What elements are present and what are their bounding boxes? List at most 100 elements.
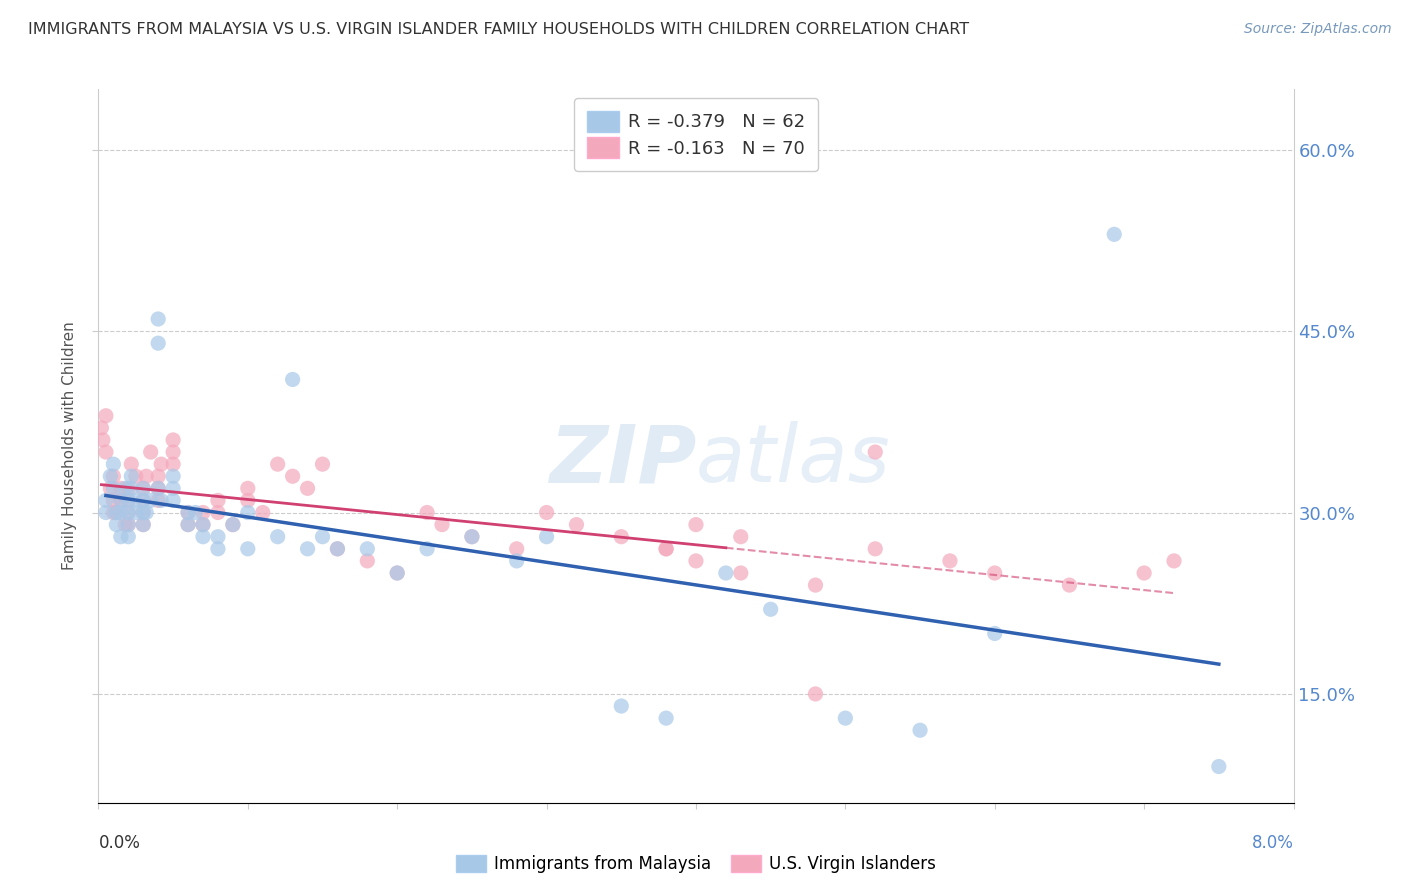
Point <box>120 457 142 471</box>
Point <box>98 469 122 483</box>
Point <box>222 517 245 532</box>
Point <box>177 506 200 520</box>
Point <box>759 602 782 616</box>
Point <box>461 530 484 544</box>
Point <box>120 469 142 483</box>
Point <box>117 530 139 544</box>
Point <box>110 530 132 544</box>
Point <box>267 457 290 471</box>
Point <box>105 506 128 520</box>
Point <box>939 554 962 568</box>
Point <box>117 493 139 508</box>
Point <box>655 541 678 556</box>
Point <box>207 541 229 556</box>
Point <box>105 506 128 520</box>
Point <box>1163 554 1185 568</box>
Point <box>132 517 155 532</box>
Point <box>132 517 155 532</box>
Point <box>117 517 139 532</box>
Point <box>222 517 245 532</box>
Point <box>125 469 148 483</box>
Point <box>177 517 200 532</box>
Point <box>506 554 529 568</box>
Text: 0.0%: 0.0% <box>98 834 141 852</box>
Point <box>416 506 439 520</box>
Point <box>730 530 752 544</box>
Point <box>114 517 136 532</box>
Point <box>110 493 132 508</box>
Point <box>162 433 184 447</box>
Point <box>103 469 125 483</box>
Point <box>804 687 827 701</box>
Point <box>148 336 170 351</box>
Point <box>117 517 139 532</box>
Point <box>908 723 931 738</box>
Point <box>236 541 259 556</box>
Point <box>132 493 155 508</box>
Point <box>385 566 409 580</box>
Point <box>90 421 112 435</box>
Point <box>714 566 737 580</box>
Point <box>177 517 200 532</box>
Point <box>804 578 827 592</box>
Point <box>103 506 125 520</box>
Point <box>207 530 229 544</box>
Point <box>110 506 132 520</box>
Point <box>506 541 529 556</box>
Point <box>120 481 142 495</box>
Point <box>281 469 304 483</box>
Point <box>132 481 155 495</box>
Point <box>117 481 139 495</box>
Point <box>125 506 148 520</box>
Point <box>191 517 214 532</box>
Point <box>135 506 157 520</box>
Point <box>461 530 484 544</box>
Point <box>148 481 170 495</box>
Point <box>191 530 214 544</box>
Text: ZIP: ZIP <box>548 421 696 500</box>
Point <box>103 481 125 495</box>
Point <box>139 445 162 459</box>
Point <box>117 493 139 508</box>
Point <box>863 541 886 556</box>
Point <box>297 541 319 556</box>
Point <box>281 372 304 386</box>
Point <box>114 481 136 495</box>
Point <box>311 457 333 471</box>
Point <box>139 493 162 508</box>
Point <box>91 433 114 447</box>
Point <box>135 469 157 483</box>
Point <box>685 517 707 532</box>
Point <box>655 541 678 556</box>
Point <box>94 445 117 459</box>
Point <box>834 711 856 725</box>
Point <box>148 469 170 483</box>
Point <box>162 457 184 471</box>
Point <box>730 566 752 580</box>
Point <box>356 554 378 568</box>
Point <box>150 493 173 508</box>
Point <box>94 493 117 508</box>
Y-axis label: Family Households with Children: Family Households with Children <box>62 322 77 570</box>
Point <box>110 481 132 495</box>
Point <box>297 481 319 495</box>
Point <box>94 409 117 423</box>
Point <box>356 541 378 556</box>
Text: atlas: atlas <box>696 421 891 500</box>
Point <box>110 493 132 508</box>
Point <box>236 493 259 508</box>
Point <box>1133 566 1156 580</box>
Point <box>117 506 139 520</box>
Point <box>162 481 184 495</box>
Point <box>430 517 453 532</box>
Point <box>132 506 155 520</box>
Point <box>191 517 214 532</box>
Point <box>267 530 290 544</box>
Text: 8.0%: 8.0% <box>1251 834 1294 852</box>
Point <box>103 457 125 471</box>
Point <box>863 445 886 459</box>
Point <box>416 541 439 556</box>
Point <box>132 506 155 520</box>
Point <box>148 481 170 495</box>
Point <box>117 506 139 520</box>
